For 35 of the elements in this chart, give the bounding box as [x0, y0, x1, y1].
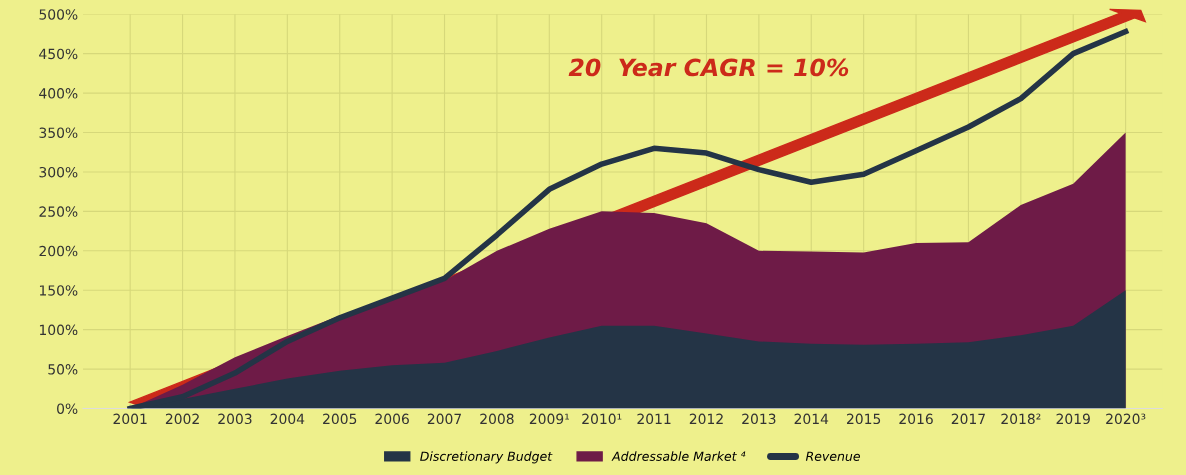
x-tick-label: 2019 — [1056, 413, 1090, 425]
y-tick-label: 400% — [39, 88, 78, 99]
x-tick-label: 2010¹ — [582, 413, 622, 425]
y-tick-label: 100% — [39, 324, 78, 336]
annotation: 20 Year CAGR = 10% — [568, 58, 849, 77]
x-tick-label: 2016 — [899, 413, 933, 425]
y-tick-label: 450% — [39, 48, 78, 60]
x-tick-label: 2017 — [951, 413, 985, 425]
y-tick-label: 250% — [39, 206, 78, 217]
legend-label: Addressable Market ⁴ — [611, 451, 746, 461]
x-tick-label: 2006 — [375, 413, 409, 425]
legend-label: Revenue — [805, 451, 860, 461]
x-tick-label: 2003 — [218, 413, 252, 425]
x-tick-label: 2015 — [846, 413, 881, 425]
y-tick-label: 200% — [39, 245, 78, 257]
y-tick-label: 350% — [39, 127, 78, 138]
y-tick-label: 500% — [39, 9, 78, 20]
x-tick-label: 2011 — [637, 413, 671, 425]
x-tick-label: 2008 — [480, 413, 514, 425]
y-tick-label: 0% — [57, 403, 78, 414]
x-tick-label: 2013 — [742, 413, 776, 425]
x-tick-label: 2002 — [165, 413, 199, 425]
x-tick-label: 2004 — [270, 413, 305, 425]
x-tick-label: 2020³ — [1106, 413, 1146, 425]
x-tick-label: 2012 — [689, 413, 723, 425]
y-tick-label: 50% — [48, 364, 78, 375]
x-tick-label: 2014 — [794, 413, 829, 425]
legend-label: Discretionary Budget — [420, 451, 553, 464]
y-tick-label: 150% — [39, 285, 78, 296]
y-tick-label: 300% — [39, 166, 78, 178]
x-tick-label: 2001 — [113, 413, 147, 425]
x-tick-label: 2007 — [427, 413, 462, 425]
x-tick-label: 2005 — [323, 413, 357, 425]
x-tick-label: 2018² — [1001, 413, 1041, 425]
x-tick-label: 2009¹ — [529, 413, 569, 425]
